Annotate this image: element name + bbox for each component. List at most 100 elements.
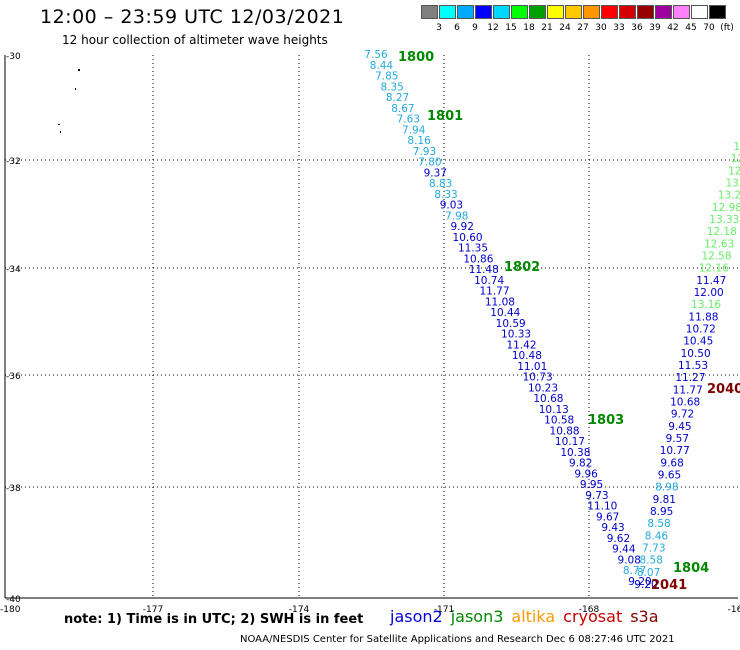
swh-value: 11.35 [458, 243, 488, 255]
swh-value: 8.46 [645, 530, 669, 542]
swh-value: 12.16 [699, 263, 729, 275]
legend-label: 36 [631, 23, 643, 33]
swh-value: 10.58 [544, 415, 574, 427]
swh-value: 9.20 [628, 576, 651, 588]
time-label: 2040 [707, 382, 740, 397]
swh-value: 7.80 [418, 157, 441, 169]
legend-label: (ft) [720, 23, 734, 33]
swh-value: 13.33 [709, 214, 739, 226]
swh-value: 11.53 [678, 360, 708, 372]
swh-value: 9.81 [653, 494, 676, 506]
swh-value: 8.77 [623, 565, 646, 577]
swh-value: 9.03 [440, 200, 463, 212]
credit-line: NOAA/NESDIS Center for Satellite Applica… [240, 634, 675, 645]
swh-value: 12.63 [704, 238, 734, 250]
swh-value: 10.17 [555, 436, 585, 448]
altimeter-track-a: 7.568.447.858.358.278.677.637.948.167.93… [364, 49, 651, 588]
axis-labels: -180 -177 -174 -171 -168 -16 -30 -32 -34 -36 -38 -4… [0, 52, 740, 615]
legend-label: 42 [667, 23, 679, 33]
swh-value: 9.08 [618, 554, 641, 566]
swh-value: 8.58 [647, 518, 670, 530]
swh-value: 7.56 [364, 49, 388, 61]
swh-value: 12.18 [707, 226, 737, 238]
swh-value: 8.27 [386, 92, 409, 104]
legend-label: 24 [559, 23, 571, 33]
swh-value: 9.65 [658, 470, 681, 482]
swh-value: 7.63 [397, 114, 420, 126]
legend-label: 21 [541, 23, 553, 33]
latitude-label: -38 [6, 484, 21, 494]
map-subtitle: 12 hour collection of altimeter wave hei… [62, 33, 328, 47]
legend-swatch [439, 5, 456, 19]
swh-value: 7.73 [642, 543, 665, 555]
legend-swatch [673, 5, 690, 19]
swh-value: 8.58 [640, 555, 663, 567]
swh-value: 9.62 [607, 533, 630, 545]
swh-value: 10.48 [512, 350, 542, 362]
legend-swatch [655, 5, 672, 19]
satellite-key: jason2 jason3 altika cryosat s3a [390, 607, 667, 626]
swh-value: 9.44 [612, 544, 636, 556]
latitude-label: -36 [6, 372, 21, 382]
swh-value: 11.88 [688, 311, 718, 323]
latitude-label: -32 [6, 157, 21, 167]
altimeter-track-b: 1212121313.212.9813.3312.1812.6312.5812.… [634, 141, 740, 591]
swh-value: 9.96 [574, 468, 598, 480]
swh-value: 10.77 [660, 445, 690, 457]
longitude-label: -168 [579, 605, 600, 615]
longitude-label: -16 [728, 605, 740, 615]
swh-value: 13.16 [691, 299, 721, 311]
legend-swatch [637, 5, 654, 19]
swh-value: 8.83 [429, 178, 452, 190]
swh-value: 12.98 [712, 202, 740, 214]
satellite-name: jason3 [450, 607, 504, 626]
swh-value: 7.98 [445, 210, 468, 222]
swh-value: 12.58 [701, 251, 731, 263]
units-note: note: 1) Time is in UTC; 2) SWH is in fe… [64, 612, 364, 627]
latitude-label: -40 [6, 595, 21, 605]
legend-swatch [511, 5, 528, 19]
island-dot [75, 88, 76, 90]
track-time-labels: 1800 1801 1802 1803 1804 2041 2040 [398, 50, 740, 593]
lat-lon-grid [5, 55, 738, 598]
swh-value: 12.00 [694, 287, 724, 299]
swh-value: 11.27 [675, 372, 705, 384]
swh-value: 10.13 [539, 404, 569, 416]
swh-value: 12 [728, 165, 740, 177]
legend-label: 12 [487, 23, 499, 33]
legend-swatch [583, 5, 600, 19]
swh-value: 8.44 [370, 60, 394, 72]
swh-value: 9.72 [671, 409, 694, 421]
legend-swatch [601, 5, 618, 19]
swh-value: 11.77 [673, 384, 703, 396]
swh-value: 9.57 [666, 433, 689, 445]
swh-value: 7.93 [413, 146, 436, 158]
legend-swatch [619, 5, 636, 19]
time-label: 1801 [427, 109, 463, 124]
longitude-label: -174 [289, 605, 310, 615]
legend-label: 30 [595, 23, 607, 33]
swh-value: 10.45 [683, 336, 713, 348]
swh-value: 10.86 [463, 253, 493, 265]
legend-label: 70 [703, 23, 715, 33]
satellite-name: altika [511, 607, 556, 626]
swh-value: 7.94 [402, 124, 426, 136]
time-label: 2041 [651, 578, 687, 593]
legend-swatch [475, 5, 492, 19]
swh-value: 11.01 [517, 361, 547, 373]
swh-value: 10.44 [490, 307, 520, 319]
legend-label: 15 [505, 23, 517, 33]
swh-value: 13 [725, 178, 738, 190]
swh-value: 9.45 [668, 421, 691, 433]
island-dots [58, 69, 80, 133]
legend-swatch [709, 5, 726, 19]
swh-value: 9.67 [596, 511, 619, 523]
legend-label: 3 [436, 23, 442, 33]
swh-value: 9.95 [580, 479, 603, 491]
swh-value: 11.48 [469, 264, 499, 276]
swh-value: 9.68 [660, 457, 683, 469]
island-dot [60, 131, 61, 133]
swh-value: 8.16 [407, 135, 431, 147]
legend-swatch [457, 5, 474, 19]
legend-swatch [691, 5, 708, 19]
